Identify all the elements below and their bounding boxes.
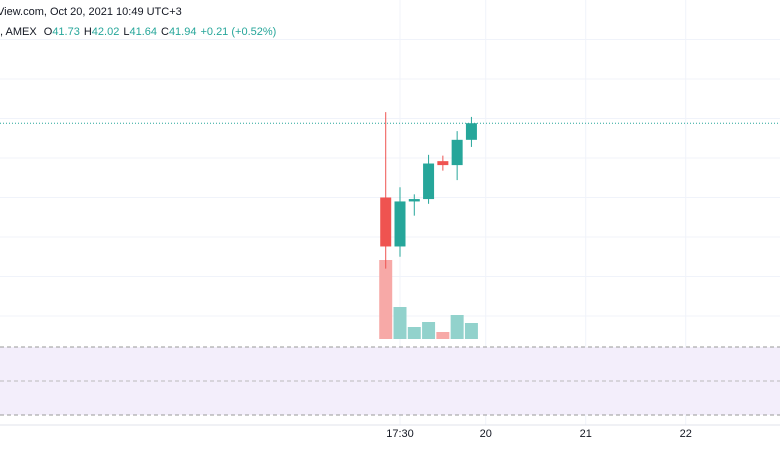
legend-value: 41.73 bbox=[52, 26, 80, 38]
header: View.com, Oct 20, 2021 10:49 UTC+3 bbox=[0, 6, 182, 18]
x-tick-label: 22 bbox=[680, 428, 692, 440]
volume-bar bbox=[393, 307, 407, 339]
candle-body bbox=[465, 123, 477, 140]
candle-body bbox=[408, 199, 420, 202]
candle-body bbox=[380, 197, 392, 247]
volume-bar bbox=[407, 327, 421, 339]
candle-body bbox=[451, 139, 463, 166]
candle-body bbox=[423, 163, 435, 200]
candle-body bbox=[437, 161, 449, 166]
legend-value: 42.02 bbox=[92, 26, 120, 38]
legend-value: 41.64 bbox=[129, 26, 157, 38]
legend: , AMEX O41.73 H42.02 L41.64 C41.94 +0.21 (+0… bbox=[0, 26, 276, 38]
candle-body bbox=[394, 201, 406, 247]
x-tick-label: 21 bbox=[580, 428, 592, 440]
indicator-band bbox=[0, 347, 780, 415]
volume-bar bbox=[436, 332, 450, 339]
exchange: , AMEX bbox=[0, 26, 37, 38]
legend-label: O bbox=[44, 26, 53, 38]
legend-label: L bbox=[123, 26, 129, 38]
volume-bar bbox=[464, 323, 478, 339]
legend-change: +0.21 (+0.52%) bbox=[200, 26, 276, 38]
x-tick-label: 20 bbox=[480, 428, 492, 440]
legend-label: H bbox=[84, 26, 92, 38]
volume-bar bbox=[422, 322, 436, 339]
volume-bar bbox=[379, 260, 393, 339]
x-tick-label: 17:30 bbox=[386, 428, 414, 440]
volume-bar bbox=[450, 315, 464, 339]
legend-label: C bbox=[161, 26, 169, 38]
legend-value: 41.94 bbox=[169, 26, 197, 38]
